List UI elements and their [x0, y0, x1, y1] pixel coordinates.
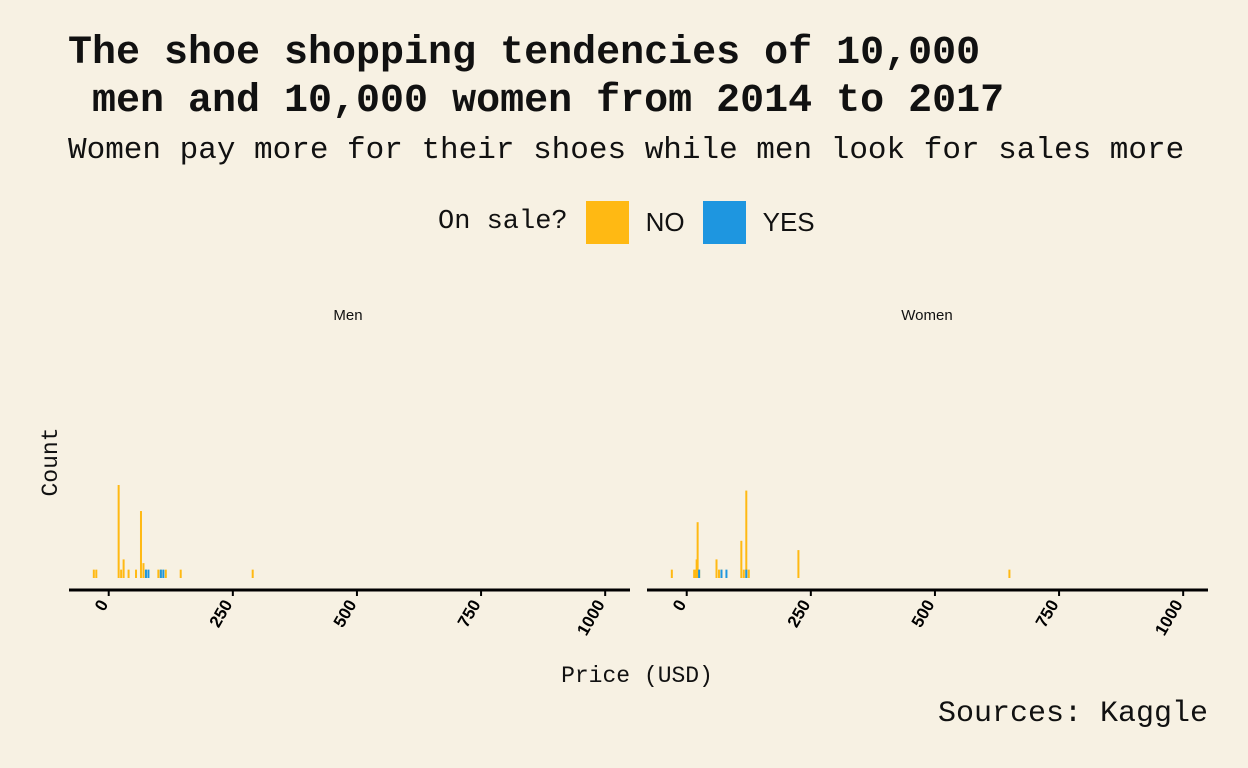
bar-men-yes	[162, 569, 165, 578]
bar-men-no	[139, 511, 142, 578]
x-tick-label-women: 500	[908, 597, 939, 631]
bar-men-yes	[159, 569, 162, 578]
x-tick-label-women: 750	[1032, 597, 1063, 631]
facet-label-women: Women	[901, 307, 952, 324]
legend: On sale? NO YES	[438, 200, 833, 244]
bar-women-no	[717, 569, 720, 578]
bar-women-no	[742, 569, 745, 578]
bar-men-no	[122, 559, 125, 578]
bar-men-yes	[144, 569, 147, 578]
bar-women-no	[745, 490, 748, 578]
bar-women-no	[1008, 569, 1011, 578]
source-caption: Sources: Kaggle	[937, 697, 1208, 731]
bar-men-no	[117, 485, 120, 578]
bar-men-no	[135, 569, 138, 578]
bar-men-no	[179, 569, 182, 578]
x-tick-label-men: 0	[91, 597, 112, 615]
x-tick-label-men: 250	[206, 597, 237, 631]
bar-women-yes	[698, 569, 701, 578]
bar-women-yes	[720, 569, 723, 578]
bar-men-no	[157, 569, 160, 578]
bar-women-no	[693, 569, 696, 578]
facet-label-men: Men	[333, 307, 362, 324]
bar-women-no	[740, 540, 743, 578]
y-axis-title: Count	[38, 427, 64, 496]
legend-item-yes: YES	[702, 200, 815, 244]
bar-men-yes	[147, 569, 150, 578]
x-tick-label-women: 1000	[1151, 597, 1186, 639]
x-tick-label-men: 1000	[573, 597, 608, 639]
bar-women-no	[696, 522, 699, 578]
x-axis-title: Price (USD)	[561, 663, 713, 689]
legend-title: On sale?	[438, 207, 568, 237]
x-tick-label-women: 0	[669, 597, 690, 615]
chart-subtitle: Women pay more for their shoes while men…	[68, 133, 1185, 168]
legend-label-no: NO	[645, 206, 685, 237]
legend-item-no: NO	[585, 200, 685, 244]
legend-label-yes: YES	[762, 206, 815, 237]
x-tick-label-women: 250	[784, 597, 815, 631]
bar-women-no	[670, 569, 673, 578]
bar-men-no	[127, 569, 130, 578]
bar-women-no	[715, 559, 718, 578]
bar-men-no	[142, 563, 145, 578]
legend-swatch-yes	[702, 200, 746, 244]
bar-men-no	[95, 569, 98, 578]
bar-men-no	[164, 569, 167, 578]
bar-men-no	[92, 569, 95, 578]
bar-men-no	[120, 569, 123, 578]
bar-women-yes	[725, 569, 728, 578]
x-tick-label-men: 500	[330, 597, 361, 631]
chart-title: The shoe shopping tendencies of 10,000 m…	[68, 31, 1005, 124]
legend-swatch-no	[585, 200, 629, 244]
bar-men-no	[251, 569, 254, 578]
bar-women-no	[747, 569, 750, 578]
x-tick-label-men: 750	[454, 597, 485, 631]
bar-women-yes	[745, 569, 748, 578]
bar-women-no	[797, 550, 800, 578]
